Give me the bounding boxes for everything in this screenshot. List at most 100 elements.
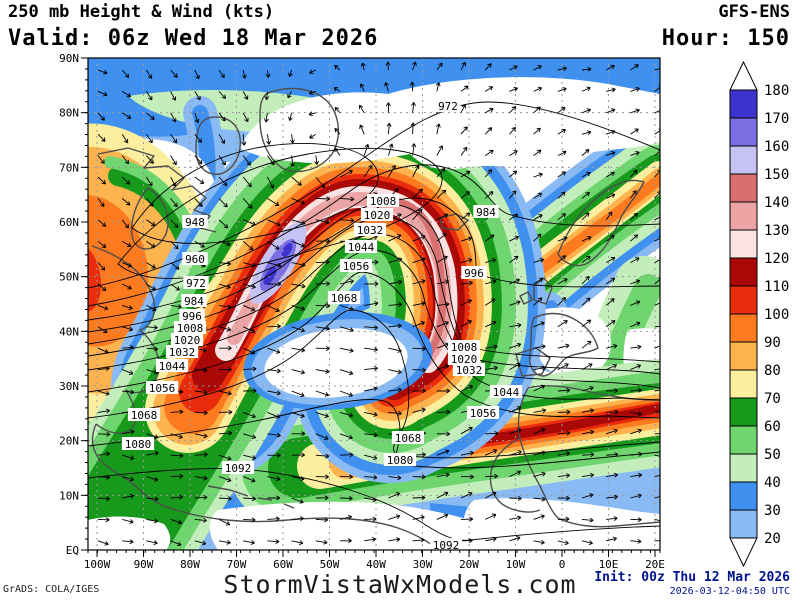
colorbar-tick-label: 120	[764, 251, 789, 267]
wind-speed-fill	[88, 58, 660, 550]
colorbar-segment	[729, 285, 758, 315]
lat-tick-label: 70N	[59, 161, 79, 174]
colorbar-tick-label: 50	[764, 447, 781, 463]
colorbar-tick-label: 170	[764, 111, 789, 127]
colorbar-segment	[729, 509, 758, 539]
height-contour-label: 996	[182, 310, 202, 323]
height-contour-label: 960	[185, 253, 205, 266]
colorbar-tick-label: 60	[764, 419, 781, 435]
forecast-hour: Hour: 150	[661, 26, 790, 51]
colorbar-tick-label: 110	[764, 279, 789, 295]
colorbar-tick-label: 150	[764, 167, 789, 183]
height-contour-label: 984	[184, 295, 204, 308]
height-contour-label: 1092	[433, 539, 460, 552]
height-contour-label: 1056	[343, 260, 370, 273]
height-contour-label: 1068	[395, 432, 422, 445]
colorbar-segment	[729, 313, 758, 343]
colorbar-segment	[729, 481, 758, 511]
lon-tick-label: 40W	[366, 558, 386, 571]
colorbar-tick-label: 20	[764, 531, 781, 547]
height-contours	[88, 101, 660, 541]
height-contour-label: 1044	[159, 360, 186, 373]
colorbar-segment	[729, 201, 758, 231]
lat-tick-label: 30N	[59, 380, 79, 393]
colorbar-arrow-up	[729, 60, 758, 91]
lon-tick-label: 20E	[645, 558, 665, 571]
height-contour-label: 984	[476, 206, 496, 219]
colorbar-tick-label: 40	[764, 475, 781, 491]
lon-tick-label: 70W	[227, 558, 247, 571]
colorbar-tick-label: 160	[764, 139, 789, 155]
height-contour-label: 1080	[387, 454, 414, 467]
lat-tick-label: 80N	[59, 107, 79, 120]
colorbar-tick-label: 30	[764, 503, 781, 519]
lon-tick-label: 50W	[320, 558, 340, 571]
colorbar-tick-label: 100	[764, 307, 789, 323]
lon-tick-label: 10E	[599, 558, 619, 571]
lon-tick-label: 100W	[84, 558, 111, 571]
height-contour-label: 1008	[177, 322, 204, 335]
lon-tick-label: 0	[559, 558, 566, 571]
height-contour-label: 1056	[149, 382, 176, 395]
colorbar-tick-label: 80	[764, 363, 781, 379]
axis-ticks	[81, 57, 661, 557]
watermark: StormVistaWxModels.com	[223, 570, 577, 599]
chart-title: 250 mb Height & Wind (kts)	[8, 2, 275, 22]
height-contour-label: 1032	[357, 224, 384, 237]
colorbar-arrow-down	[729, 537, 758, 568]
lon-tick-label: 60W	[273, 558, 293, 571]
colorbar-segment	[729, 89, 758, 119]
height-contour-label: 948	[185, 216, 205, 229]
colorbar-segment	[729, 257, 758, 287]
colorbar-tick-label: 70	[764, 391, 781, 407]
model-name: GFS-ENS	[718, 2, 790, 22]
lat-tick-label: 10N	[59, 489, 79, 502]
height-contour-label: 1056	[470, 407, 497, 420]
colorbar-segment	[729, 397, 758, 427]
height-contour-label: 1020	[364, 209, 391, 222]
colorbar-segment	[729, 173, 758, 203]
colorbar-segment	[729, 117, 758, 147]
height-contour-label: 1044	[493, 386, 520, 399]
colorbar-tick-label: 130	[764, 223, 789, 239]
colorbar-tick-label: 90	[764, 335, 781, 351]
height-contour-label: 972	[186, 277, 206, 290]
height-contour-label: 1068	[131, 409, 158, 422]
height-contour-label: 1020	[174, 334, 201, 347]
lon-tick-label: 10W	[506, 558, 526, 571]
height-contour-label: 1032	[456, 364, 483, 377]
height-contour-label: 1092	[225, 462, 252, 475]
height-contour-label: 1044	[348, 241, 375, 254]
grads-credit: GrADS: COLA/IGES	[3, 584, 100, 595]
lon-tick-label: 90W	[134, 558, 154, 571]
lon-tick-label: 30W	[413, 558, 433, 571]
lon-tick-label: 20W	[459, 558, 479, 571]
colorbar-tick-label: 180	[764, 83, 789, 99]
lat-tick-label: 50N	[59, 271, 79, 284]
init-timestamp: 2026-03-12-04:50 UTC	[669, 586, 790, 597]
height-contour-label: 1008	[370, 195, 397, 208]
colorbar-segment	[729, 145, 758, 175]
axis-labels: 90N 80N 70N 60N 50N 40N 30N 20N 10N EQ 100W 90W 80W 7…	[59, 52, 665, 571]
height-contour-label: 1020	[451, 353, 478, 366]
lat-tick-label: 40N	[59, 325, 79, 338]
height-contour-labels: 9489609729849961008102010321044105610681…	[121, 99, 523, 552]
lat-tick-label: 60N	[59, 216, 79, 229]
colorbar-segment	[729, 425, 758, 455]
colorbar-segment	[729, 341, 758, 371]
height-contour-label: 1032	[169, 346, 196, 359]
colorbar-segment	[729, 453, 758, 483]
init-time: Init: 00z Thu 12 Mar 2026	[594, 570, 790, 585]
colorbar-tick-label: 140	[764, 195, 789, 211]
lon-tick-label: 80W	[180, 558, 200, 571]
lat-tick-label: EQ	[66, 544, 79, 557]
valid-time: Valid: 06z Wed 18 Mar 2026	[8, 26, 379, 51]
lat-tick-label: 20N	[59, 435, 79, 448]
height-contour-label: 1008	[451, 341, 478, 354]
height-contour-label: 1068	[331, 292, 358, 305]
wind-speed-colorbar: 180 170 160 150 140 130 120 110 100 90 80 70 60 50 40 3…	[729, 60, 789, 568]
lat-tick-label: 90N	[59, 52, 79, 65]
height-contour-label: 972	[438, 100, 458, 113]
height-contour-label: 1080	[125, 438, 152, 451]
